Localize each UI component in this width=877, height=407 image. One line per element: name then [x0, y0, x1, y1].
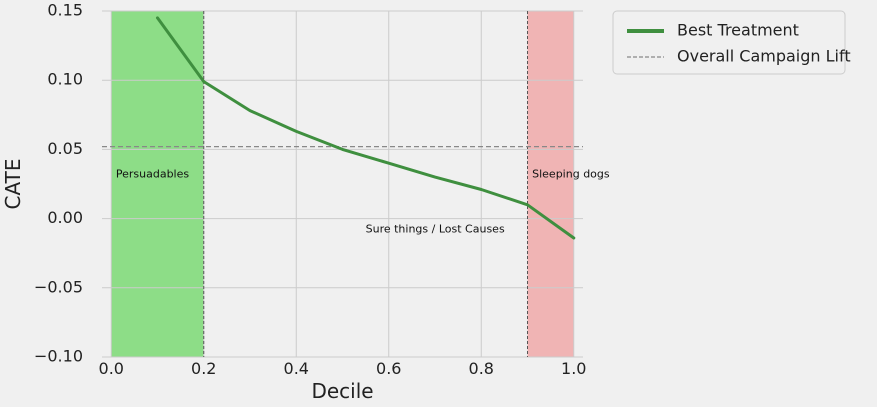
x-tick-label: 0.4	[284, 359, 309, 378]
legend: Best Treatment Overall Campaign Lift	[613, 11, 851, 74]
y-tick-label: 0.00	[47, 208, 83, 227]
y-tick-label: 0.05	[47, 139, 83, 158]
y-tick-label: 0.10	[47, 70, 83, 89]
shaded-region-1	[528, 11, 574, 357]
y-tick-label: −0.10	[34, 347, 83, 366]
x-tick-label: 0.8	[469, 359, 494, 378]
legend-label-overall-campaign-lift: Overall Campaign Lift	[677, 47, 851, 66]
y-tick-label: 0.15	[47, 1, 83, 20]
plot-layer: Persuadables Sure things / Lost Causes Sle…	[102, 11, 610, 357]
x-tick-label: 0.2	[191, 359, 216, 378]
x-axis-label: Decile	[311, 379, 373, 403]
x-tick-label: 0.6	[376, 359, 401, 378]
x-tick-label: 1.0	[561, 359, 586, 378]
y-tick-label: −0.05	[34, 277, 83, 296]
annotation-label: Persuadables	[116, 167, 190, 180]
annotation-label: Sure things / Lost Causes	[366, 223, 505, 236]
x-tick-label: 0.0	[99, 359, 124, 378]
legend-label-best-treatment: Best Treatment	[677, 21, 799, 40]
y-axis-label: CATE	[1, 159, 25, 210]
annotation-label: Sleeping dogs	[532, 167, 610, 180]
